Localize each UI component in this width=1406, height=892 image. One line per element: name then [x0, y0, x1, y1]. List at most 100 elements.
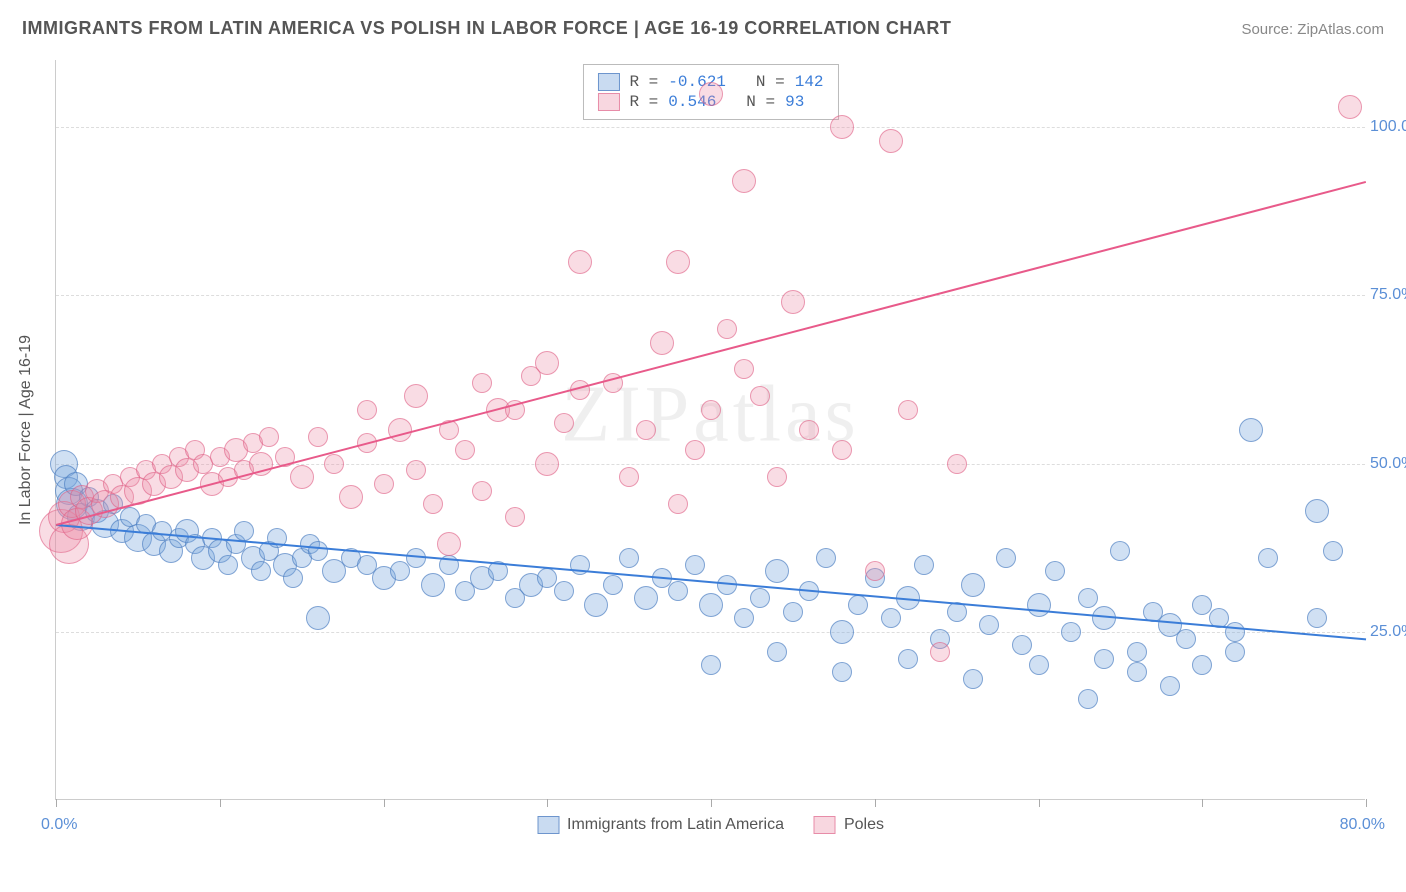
- data-point-blue: [830, 620, 854, 644]
- data-point-pink: [830, 115, 854, 139]
- data-point-pink: [650, 331, 674, 355]
- bottom-legend: Immigrants from Latin America Poles: [537, 816, 884, 834]
- x-tick: [711, 799, 712, 807]
- data-point-blue: [1225, 622, 1245, 642]
- x-axis-max-label: 80.0%: [1340, 816, 1385, 834]
- data-point-pink: [699, 82, 723, 106]
- data-point-pink: [535, 351, 559, 375]
- data-point-blue: [961, 573, 985, 597]
- data-point-blue: [963, 669, 983, 689]
- data-point-blue: [390, 561, 410, 581]
- data-point-blue: [1094, 649, 1114, 669]
- data-point-pink: [554, 413, 574, 433]
- data-point-blue: [1078, 689, 1098, 709]
- gridline: [56, 127, 1365, 128]
- data-point-blue: [603, 575, 623, 595]
- data-point-blue: [832, 662, 852, 682]
- data-point-blue: [619, 548, 639, 568]
- data-point-blue: [234, 521, 254, 541]
- swatch-blue-icon: [537, 816, 559, 834]
- x-tick: [220, 799, 221, 807]
- data-point-pink: [879, 129, 903, 153]
- x-tick: [1039, 799, 1040, 807]
- data-point-blue: [1192, 655, 1212, 675]
- chart-source: Source: ZipAtlas.com: [1241, 21, 1384, 38]
- data-point-pink: [701, 400, 721, 420]
- data-point-pink: [750, 386, 770, 406]
- data-point-pink: [619, 467, 639, 487]
- data-point-pink: [668, 494, 688, 514]
- data-point-blue: [1323, 541, 1343, 561]
- data-point-pink: [717, 319, 737, 339]
- data-point-pink: [535, 452, 559, 476]
- data-point-blue: [1225, 642, 1245, 662]
- data-point-pink: [732, 169, 756, 193]
- data-point-blue: [1239, 418, 1263, 442]
- trendline-blue: [56, 524, 1366, 640]
- y-tick-label: 25.0%: [1370, 623, 1406, 641]
- data-point-blue: [1012, 635, 1032, 655]
- data-point-pink: [767, 467, 787, 487]
- data-point-blue: [848, 595, 868, 615]
- chart-title: IMMIGRANTS FROM LATIN AMERICA VS POLISH …: [22, 18, 951, 39]
- data-point-blue: [1258, 548, 1278, 568]
- data-point-pink: [799, 420, 819, 440]
- data-point-blue: [1029, 655, 1049, 675]
- r-label: R =: [629, 73, 658, 91]
- data-point-blue: [783, 602, 803, 622]
- data-point-blue: [1305, 499, 1329, 523]
- data-point-pink: [324, 454, 344, 474]
- data-point-pink: [357, 400, 377, 420]
- x-tick: [56, 799, 57, 807]
- data-point-blue: [898, 649, 918, 669]
- data-point-blue: [634, 586, 658, 610]
- x-tick: [875, 799, 876, 807]
- legend-label: Poles: [844, 816, 884, 834]
- data-point-blue: [1176, 629, 1196, 649]
- scatter-chart: In Labor Force | Age 16-19 0.0% 80.0% ZI…: [55, 60, 1365, 800]
- data-point-blue: [996, 548, 1016, 568]
- data-point-pink: [947, 454, 967, 474]
- data-point-blue: [1092, 606, 1116, 630]
- data-point-pink: [374, 474, 394, 494]
- swatch-pink-icon: [597, 93, 619, 111]
- data-point-blue: [979, 615, 999, 635]
- data-point-blue: [1045, 561, 1065, 581]
- n-label: N =: [756, 73, 785, 91]
- data-point-pink: [781, 290, 805, 314]
- data-point-blue: [767, 642, 787, 662]
- data-point-blue: [914, 555, 934, 575]
- data-point-blue: [765, 559, 789, 583]
- y-tick-label: 100.0%: [1370, 118, 1406, 136]
- data-point-pink: [666, 250, 690, 274]
- data-point-blue: [1027, 593, 1051, 617]
- data-point-blue: [1127, 642, 1147, 662]
- data-point-pink: [308, 427, 328, 447]
- data-point-blue: [1061, 622, 1081, 642]
- data-point-pink: [339, 485, 363, 509]
- x-tick: [1366, 799, 1367, 807]
- y-axis-title: In Labor Force | Age 16-19: [17, 334, 35, 524]
- data-point-blue: [308, 541, 328, 561]
- y-tick-label: 75.0%: [1370, 286, 1406, 304]
- data-point-pink: [406, 460, 426, 480]
- data-point-pink: [865, 561, 885, 581]
- data-point-pink: [505, 507, 525, 527]
- data-point-pink: [388, 418, 412, 442]
- data-point-blue: [421, 573, 445, 597]
- data-point-pink: [930, 642, 950, 662]
- data-point-blue: [283, 568, 303, 588]
- trendline-pink: [56, 181, 1366, 526]
- data-point-blue: [668, 581, 688, 601]
- data-point-pink: [455, 440, 475, 460]
- n-value: 93: [785, 93, 804, 111]
- gridline: [56, 295, 1365, 296]
- data-point-pink: [437, 532, 461, 556]
- data-point-blue: [699, 593, 723, 617]
- data-point-pink: [832, 440, 852, 460]
- data-point-pink: [636, 420, 656, 440]
- data-point-blue: [1110, 541, 1130, 561]
- data-point-pink: [1338, 95, 1362, 119]
- x-tick: [547, 799, 548, 807]
- data-point-pink: [472, 481, 492, 501]
